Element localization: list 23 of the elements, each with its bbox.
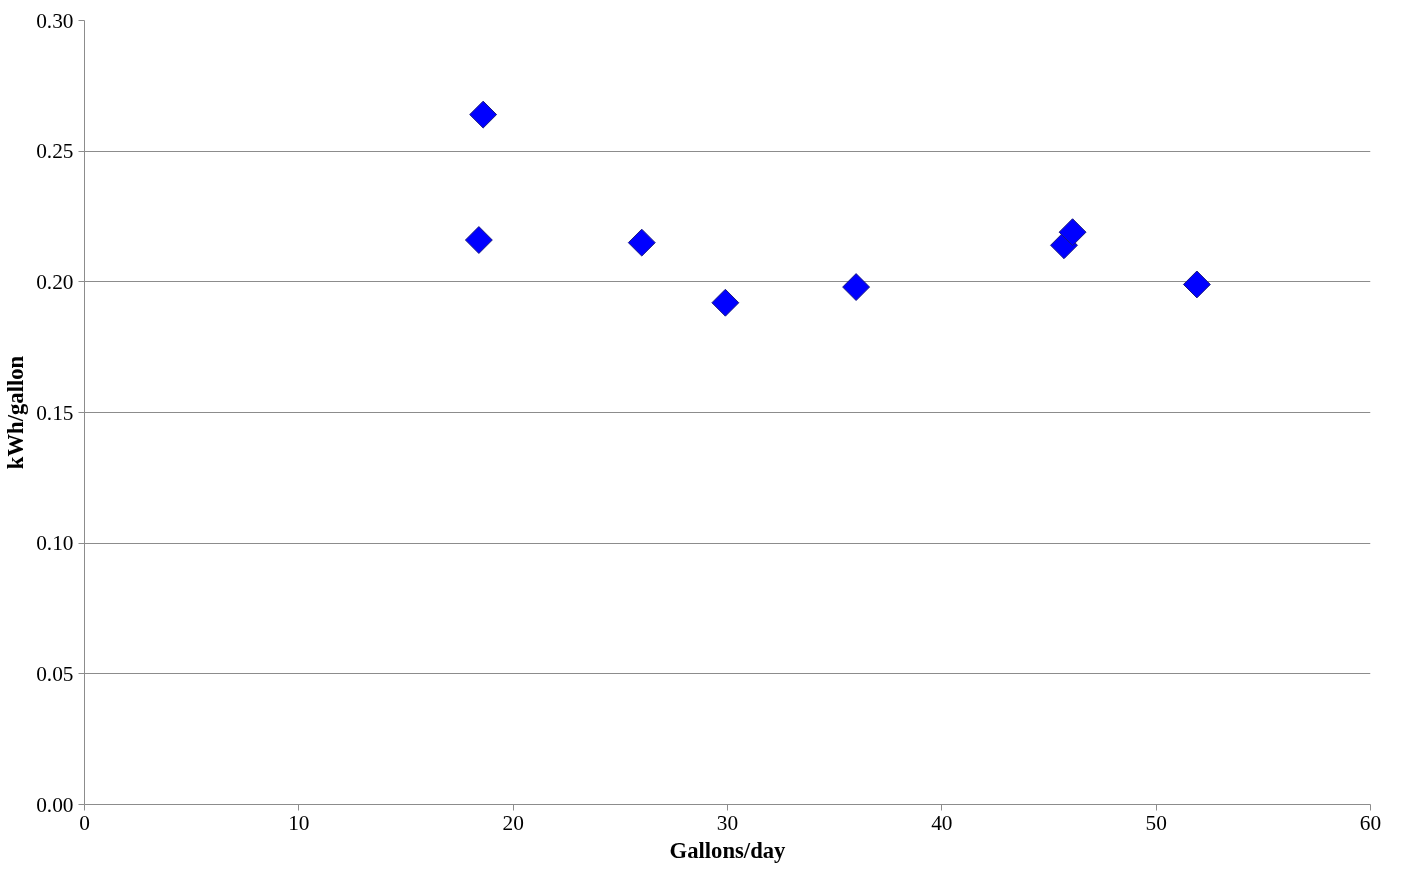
- y-tick-label: 0.25: [36, 139, 74, 164]
- x-tick-label: 30: [716, 810, 739, 835]
- point: [711, 288, 740, 317]
- x-tick-label: 20: [502, 810, 524, 835]
- x-tick-label: 50: [1145, 810, 1167, 835]
- point: [627, 228, 656, 257]
- y-tick-label: 0.00: [36, 792, 74, 817]
- point: [469, 100, 498, 129]
- y-tick-label: 0.30: [36, 8, 74, 33]
- x-tick-label: 0: [79, 810, 90, 835]
- point: [1058, 218, 1087, 247]
- y-tick-label: 0.20: [36, 269, 74, 294]
- point: [1182, 270, 1211, 299]
- x-axis-title: Gallons/day: [669, 837, 787, 863]
- x-tick-label: 40: [931, 810, 953, 835]
- point: [464, 226, 493, 254]
- y-tick-label: 0.10: [36, 531, 74, 556]
- point: [842, 273, 871, 301]
- x-tick-label: 60: [1359, 810, 1382, 835]
- y-tick-label: 0.05: [36, 661, 74, 686]
- y-tick-label: 0.15: [36, 400, 74, 425]
- y-axis-title: kWh/gallon: [3, 355, 29, 470]
- x-tick-label: 10: [288, 810, 310, 835]
